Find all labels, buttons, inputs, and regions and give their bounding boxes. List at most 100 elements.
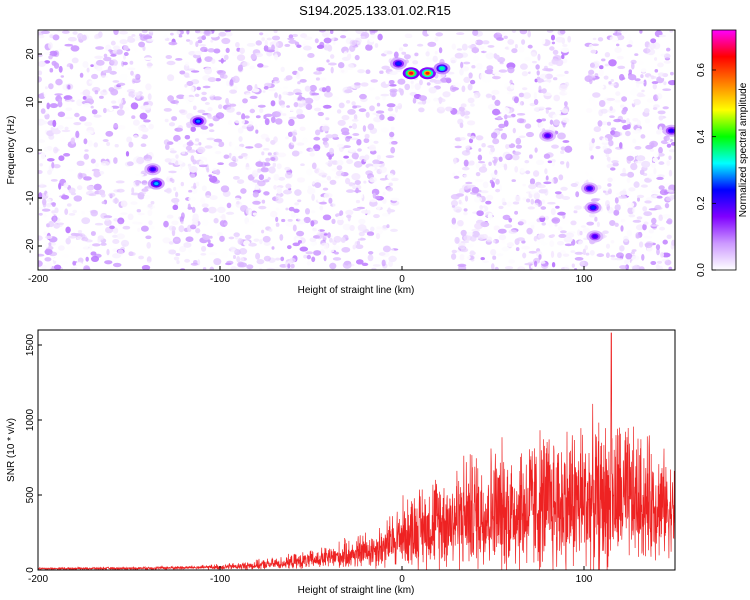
spectrogram-cell <box>306 168 313 176</box>
spectrogram-cell <box>620 173 628 177</box>
spectrogram-cell <box>499 61 504 65</box>
spectrogram-cell <box>593 126 601 133</box>
spectrogram-cell <box>238 101 245 109</box>
spectrogram-cell <box>204 145 213 149</box>
spectrogram-cell <box>467 83 473 91</box>
spectrogram-cell <box>103 56 112 62</box>
spectrogram-cell <box>615 91 621 96</box>
spectrogram-cell <box>271 116 276 123</box>
spectrogram-cell <box>463 159 469 167</box>
spectrogram-cell <box>388 182 393 187</box>
spectrogram-cell <box>48 83 54 90</box>
spectrogram-cell <box>285 183 292 189</box>
spectrogram-cell <box>515 247 520 252</box>
spectrogram-cell <box>316 44 325 49</box>
spectrogram-cell <box>450 60 456 64</box>
spectrogram-cell <box>386 187 393 192</box>
spectrogram-cell <box>117 82 126 86</box>
spectrogram-cell <box>130 201 138 205</box>
spectrogram-cell <box>551 160 555 167</box>
spectrogram-cell <box>462 66 469 72</box>
spectrogram-cell <box>147 30 156 33</box>
spectrogram-cell <box>215 169 221 176</box>
spectrogram-cell <box>639 180 647 184</box>
spectrogram-cell <box>286 105 290 108</box>
spectrogram-cell <box>71 57 79 64</box>
spectrogram-cell <box>391 141 398 145</box>
spectrogram-cell <box>300 57 309 62</box>
spectrogram-cell <box>281 218 286 223</box>
spectrogram-cell <box>613 118 622 123</box>
spectrogram-cell <box>137 212 145 216</box>
spectrogram-cell <box>122 225 131 230</box>
spectrogram-cell <box>588 176 594 185</box>
spectrogram-cell <box>242 98 248 104</box>
spectrogram-cell <box>49 50 58 57</box>
spectrogram-cell <box>529 102 536 107</box>
spectrogram-cell <box>60 94 65 98</box>
spectrogram-cell <box>93 142 99 148</box>
spectrogram-cell <box>659 226 666 231</box>
spectrogram-cell <box>502 201 507 206</box>
spectrogram-cell <box>275 207 280 211</box>
y-tick-label: 10 <box>25 96 36 108</box>
spectrogram-cell <box>469 39 477 45</box>
spectrogram-cell <box>538 215 546 218</box>
spectrogram-cell <box>309 84 317 92</box>
spectrogram-cell <box>648 229 654 234</box>
spectrogram-cell <box>662 214 671 219</box>
spectrogram-cell <box>541 222 546 226</box>
spectrogram-cell <box>404 83 411 91</box>
spectrogram-cell <box>95 206 100 211</box>
spectrogram-cell <box>83 227 92 231</box>
x-tick-label: -100 <box>210 574 230 585</box>
spectrogram-cell <box>64 126 69 131</box>
spectrogram-cell <box>127 36 134 40</box>
spectrogram-cell <box>584 75 593 82</box>
spectrogram-cell <box>190 70 200 73</box>
spectrogram-cell <box>46 145 53 151</box>
spectrogram-cell <box>602 145 608 151</box>
spectrogram-cell <box>185 145 192 151</box>
spectrogram-cell <box>547 160 553 164</box>
spectrogram-cell <box>570 250 576 253</box>
spectrogram-cell <box>459 137 466 141</box>
spectrogram-cell <box>40 120 48 125</box>
spectrogram-cell <box>252 191 259 198</box>
spectrogram-cell <box>225 98 229 105</box>
spectrogram-cell <box>620 218 626 223</box>
spectrogram-cell <box>43 147 48 152</box>
spectrogram-cell <box>112 234 118 238</box>
spectrogram-cell <box>481 226 490 231</box>
spectrogram-cell <box>332 257 342 261</box>
spectrogram-cell <box>515 144 523 149</box>
spectrogram-cell <box>428 87 437 94</box>
spectrogram-cell <box>83 102 91 108</box>
spectrogram-cell <box>394 105 399 113</box>
spectrogram-cell <box>487 213 493 220</box>
spectrogram-cell <box>217 232 223 237</box>
spectrogram-cell <box>248 242 257 247</box>
spectrogram-cell <box>579 230 583 236</box>
spectrogram-cell <box>612 32 622 36</box>
spectrogram-cell <box>657 62 664 68</box>
spectrogram-cell <box>53 216 57 223</box>
spectrogram-cell <box>288 206 295 212</box>
spectrogram-cell <box>547 201 556 205</box>
spectrogram-cell <box>606 97 616 101</box>
spectrogram-cell <box>320 196 327 200</box>
spectrogram-cell <box>323 37 332 44</box>
spectrogram-cell <box>40 108 46 114</box>
spectrogram-cell <box>82 96 87 100</box>
spectrogram-cell <box>148 220 153 226</box>
spectrogram-cell <box>82 34 87 41</box>
spectrogram-cell <box>54 264 62 270</box>
spectrogram-cell <box>603 148 612 155</box>
spectrogram-cell <box>469 160 475 166</box>
spectrogram-cell <box>238 136 243 142</box>
spectrogram-cell <box>432 55 438 63</box>
spectrogram-cell <box>458 242 466 250</box>
spectrogram-cell <box>53 146 59 154</box>
spectrogram-cell <box>537 233 546 239</box>
spectrogram-cell <box>257 96 264 103</box>
